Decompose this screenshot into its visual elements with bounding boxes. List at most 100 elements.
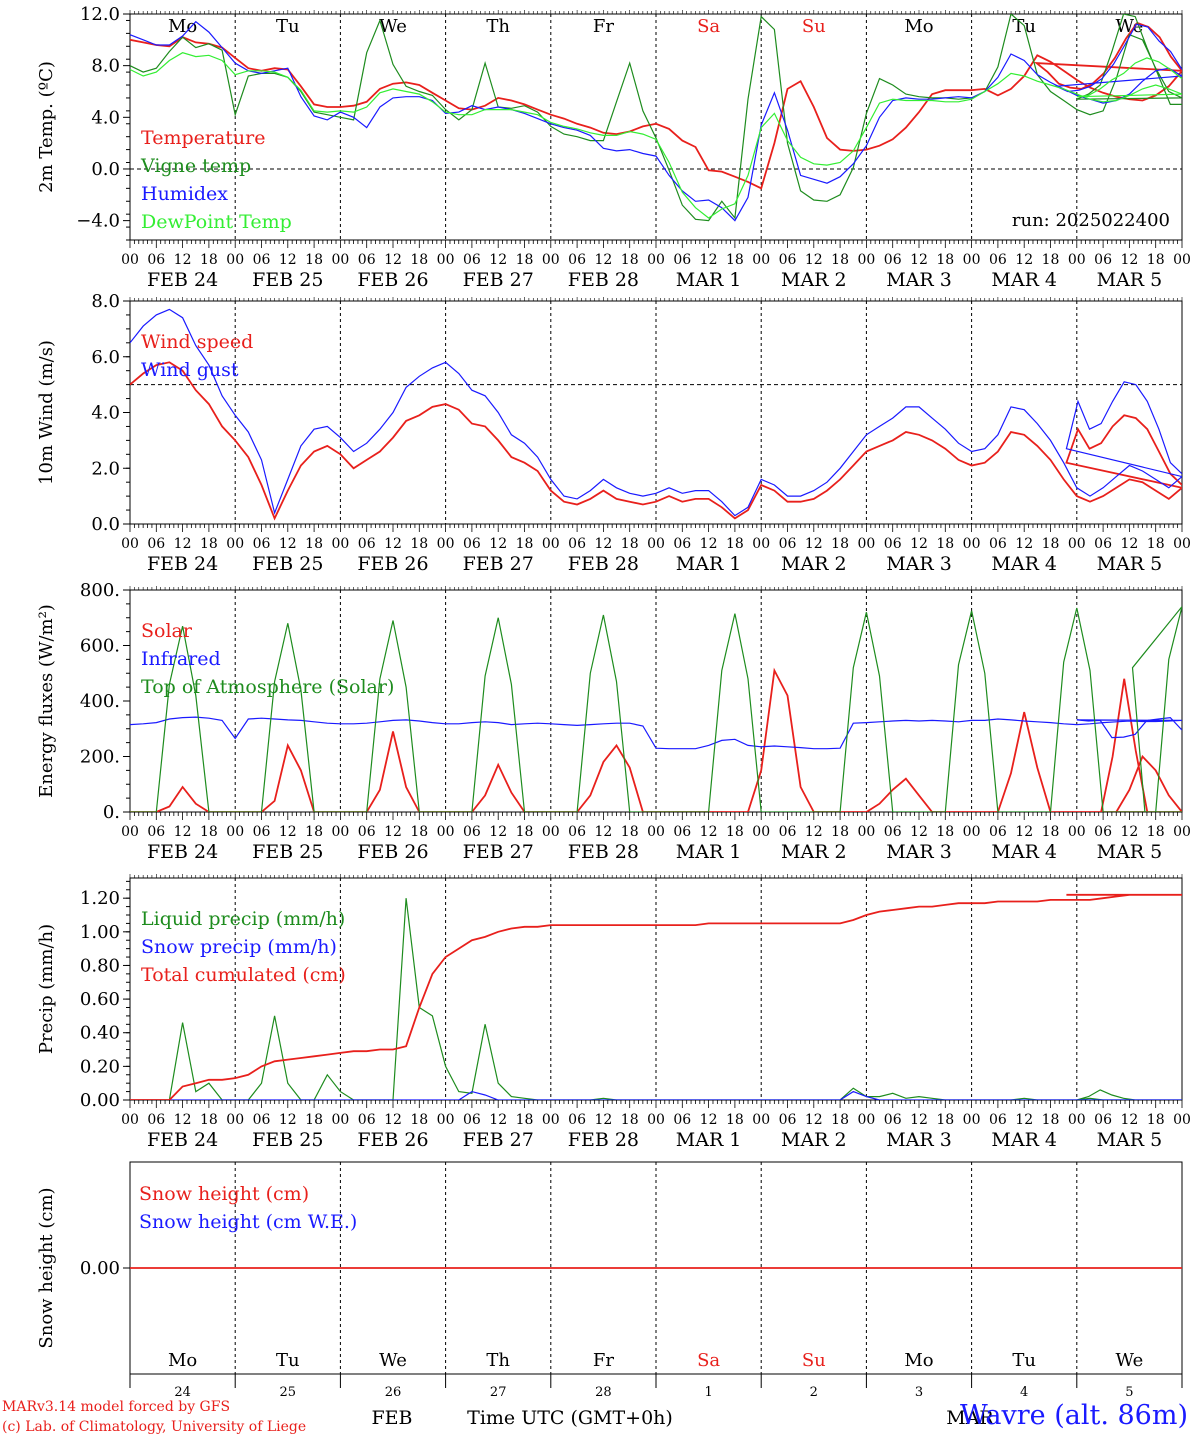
hour-label: 06 [779, 824, 797, 840]
hour-label: 06 [779, 536, 797, 552]
hour-label: 18 [200, 824, 218, 840]
hour-label: 18 [726, 824, 744, 840]
date-label: FEB 27 [463, 1129, 534, 1151]
weekday-label: Tu [276, 16, 300, 37]
hour-label: 12 [805, 252, 823, 268]
hour-label: 12 [1120, 824, 1138, 840]
run-label: run: 2025022400 [1012, 210, 1170, 231]
series-line [130, 667, 1182, 812]
hour-label: 00 [647, 252, 665, 268]
hour-label: 12 [1120, 1112, 1138, 1128]
hour-label: 12 [489, 536, 507, 552]
hour-label: 12 [279, 252, 297, 268]
y-axis-label: Energy fluxes (W/m²) [36, 604, 57, 798]
station-label: Wavre (alt. 86m) [960, 1400, 1188, 1431]
hour-label: 12 [279, 1112, 297, 1128]
hour-label: 18 [831, 252, 849, 268]
weekday-label: We [379, 16, 407, 37]
legend-entry: Vigne temp [140, 155, 251, 177]
legend-entry: DewPoint Temp [141, 211, 292, 233]
date-label: MAR 2 [781, 841, 847, 863]
hour-label: 12 [700, 824, 718, 840]
date-label: MAR 2 [781, 1129, 847, 1151]
hour-label: 12 [594, 252, 612, 268]
hour-label: 06 [463, 824, 481, 840]
series-line [130, 20, 1182, 222]
legend-entry: Infrared [141, 648, 221, 670]
weekday-label: Mo [904, 16, 933, 37]
hour-label: 12 [910, 252, 928, 268]
hour-label: 18 [936, 1112, 954, 1128]
hour-label: 18 [305, 252, 323, 268]
hour-label: 12 [700, 252, 718, 268]
hour-label: 18 [305, 536, 323, 552]
legend-entry: Wind gust [141, 359, 239, 381]
hour-label: 00 [647, 824, 665, 840]
hour-label: 06 [884, 824, 902, 840]
hour-label: 06 [358, 536, 376, 552]
hour-label: 00 [1173, 824, 1191, 840]
hour-label: 12 [594, 1112, 612, 1128]
date-label: MAR 4 [991, 269, 1057, 291]
hour-label: 06 [358, 1112, 376, 1128]
lab-credit: (c) Lab. of Climatology, University of L… [2, 1419, 307, 1435]
hour-label: 00 [1068, 824, 1086, 840]
y-tick-label: 4.0 [91, 403, 120, 424]
panel-2: 0.0 2.0 4.0 6.0 8.0 10m Wind (m/s) 00 06 12 18 00 0… [36, 291, 1191, 575]
weekday-label: Th [486, 1350, 510, 1371]
hour-label: 06 [989, 1112, 1007, 1128]
y-tick-label: −4.0 [76, 211, 120, 232]
hour-label: 06 [1094, 824, 1112, 840]
hour-label: 18 [1042, 824, 1060, 840]
date-label: FEB 28 [568, 841, 639, 863]
date-label: FEB 26 [357, 1129, 428, 1151]
legend-entry: Snow precip (mm/h) [141, 936, 337, 958]
day-number-label: 4 [1020, 1385, 1028, 1400]
hour-label: 12 [174, 252, 192, 268]
y-tick-label: 600. [80, 636, 120, 657]
hour-label: 18 [305, 824, 323, 840]
date-label: MAR 3 [886, 553, 952, 575]
hour-label: 00 [226, 536, 244, 552]
y-tick-label: 0.0 [91, 159, 120, 180]
hour-label: 12 [279, 536, 297, 552]
hour-label: 12 [700, 536, 718, 552]
day-number-label: 25 [280, 1385, 297, 1400]
y-tick-label: 0.00 [80, 1090, 120, 1111]
hour-label: 00 [226, 824, 244, 840]
hour-label: 00 [1068, 1112, 1086, 1128]
hour-label: 12 [174, 824, 192, 840]
y-tick-label: 0.0 [91, 514, 120, 535]
hour-label: 06 [1094, 536, 1112, 552]
hour-label: 00 [331, 252, 349, 268]
hour-label: 18 [200, 252, 218, 268]
hour-label: 00 [1173, 536, 1191, 552]
day-number-label: 26 [385, 1385, 402, 1400]
hour-label: 18 [410, 824, 428, 840]
hour-label: 12 [489, 824, 507, 840]
weekday-label: Tu [276, 1350, 300, 1371]
hour-label: 18 [305, 1112, 323, 1128]
date-label: FEB 28 [568, 553, 639, 575]
hour-label: 00 [437, 252, 455, 268]
weekday-label: Sa [697, 16, 720, 37]
date-label: FEB 25 [252, 1129, 323, 1151]
hour-label: 00 [121, 252, 139, 268]
hour-label: 18 [621, 824, 639, 840]
date-label: MAR 2 [781, 553, 847, 575]
day-number-label: 1 [704, 1385, 712, 1400]
date-label: FEB 24 [147, 1129, 218, 1151]
hour-label: 12 [910, 824, 928, 840]
hour-label: 06 [568, 536, 586, 552]
legend-entry: Humidex [141, 183, 228, 205]
date-label: FEB 27 [463, 269, 534, 291]
hour-label: 18 [200, 536, 218, 552]
date-label: MAR 4 [991, 1129, 1057, 1151]
hour-label: 06 [358, 252, 376, 268]
hour-label: 18 [726, 536, 744, 552]
hour-label: 00 [857, 536, 875, 552]
y-axis-label: 10m Wind (m/s) [36, 340, 57, 485]
hour-label: 12 [1120, 536, 1138, 552]
series-line [130, 308, 1182, 517]
hour-label: 06 [253, 252, 271, 268]
